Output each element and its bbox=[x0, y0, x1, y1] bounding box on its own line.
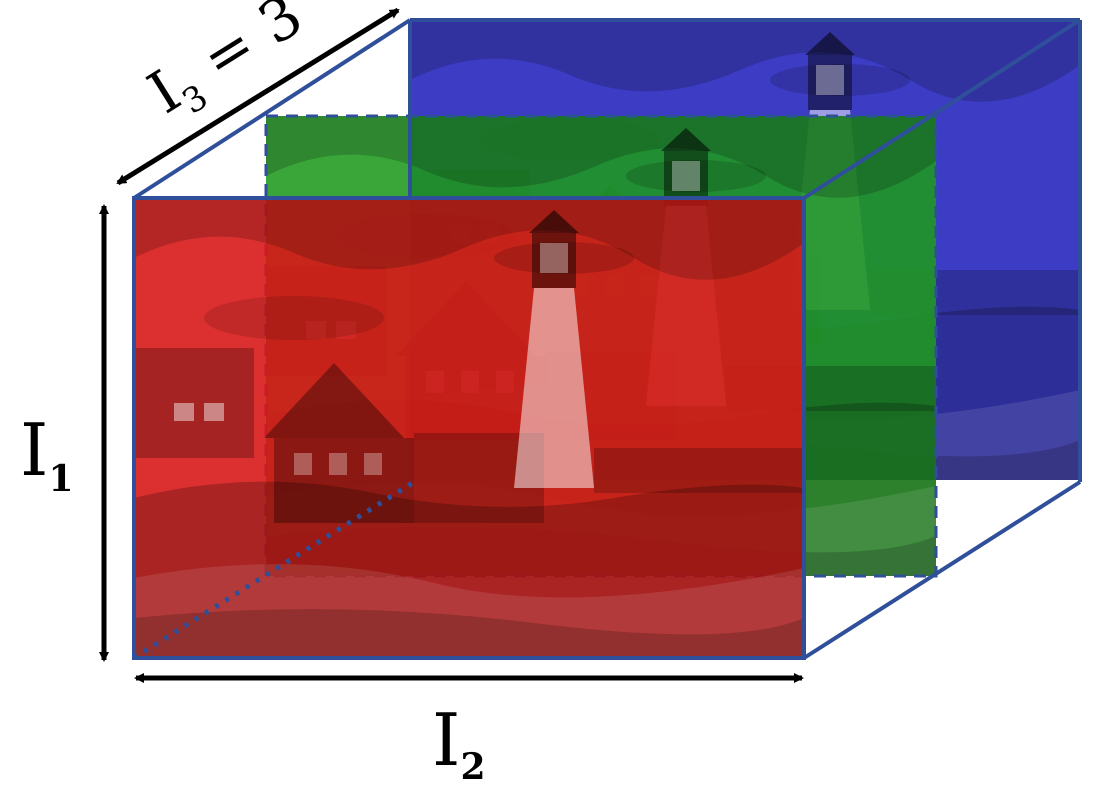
i1-label: I1 bbox=[20, 408, 74, 500]
i2-label-sub: 2 bbox=[460, 746, 485, 785]
edge-top-right-depth bbox=[802, 18, 1082, 200]
i1-label-sub: 1 bbox=[48, 458, 73, 500]
red-channel-slice bbox=[134, 198, 804, 658]
i2-label-base: I bbox=[432, 698, 460, 782]
i2-label: I2 bbox=[432, 698, 486, 785]
edge-bottom-right-depth bbox=[802, 480, 1082, 660]
i1-label-base: I bbox=[20, 408, 48, 492]
cube-edges bbox=[132, 18, 1082, 660]
i3-dimension-arrow bbox=[116, 7, 400, 186]
front-face-border bbox=[132, 196, 806, 660]
